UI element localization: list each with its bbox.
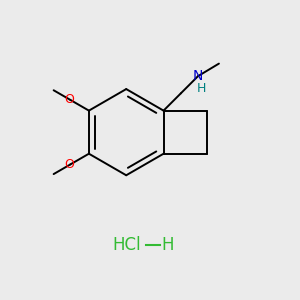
Text: H: H — [162, 236, 174, 254]
Text: N: N — [193, 69, 203, 83]
Text: HCl: HCl — [112, 236, 140, 254]
Text: H: H — [196, 82, 206, 95]
Text: O: O — [64, 158, 74, 171]
Text: O: O — [64, 93, 74, 106]
